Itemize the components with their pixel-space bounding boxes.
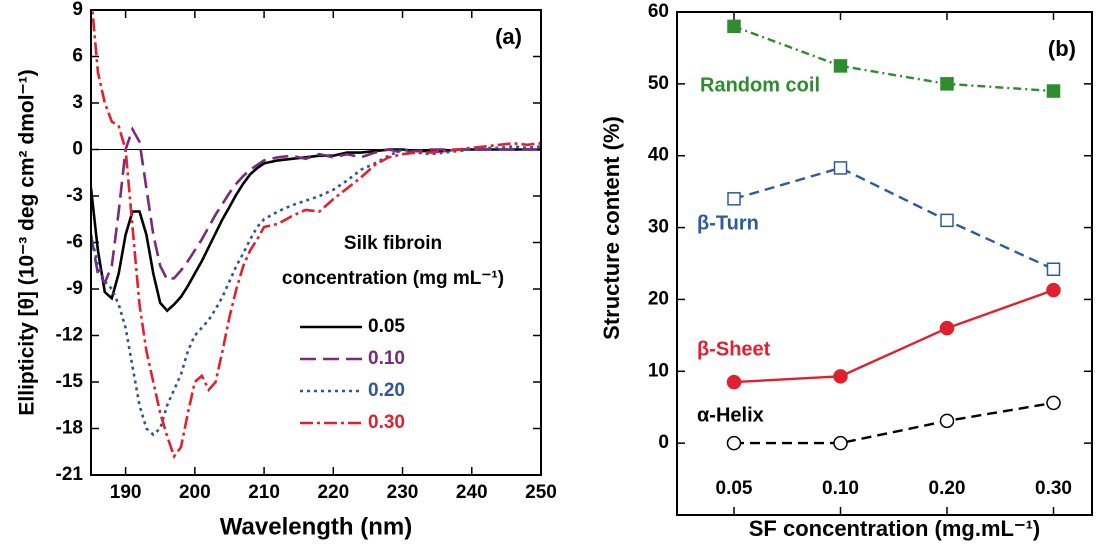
marker	[1046, 262, 1061, 276]
legend-label: 0.30	[368, 412, 405, 433]
series-label: α-Helix	[697, 404, 764, 426]
x-tick-label: 0.05	[716, 478, 753, 499]
x-axis-label: SF concentration (mg.mL⁻¹)	[749, 516, 1041, 541]
marker	[1046, 282, 1061, 298]
series-line	[733, 25, 1054, 93]
series-line	[734, 401, 1054, 445]
marker	[940, 77, 954, 91]
marker	[833, 161, 848, 175]
plot-frame	[676, 11, 1093, 516]
marker	[727, 192, 741, 206]
series-line	[733, 288, 1054, 384]
series-label: Random coil	[700, 74, 820, 96]
legend-title: concentration (mg mL⁻¹)	[282, 268, 504, 289]
y-tick-label: 10	[648, 360, 669, 381]
x-tick-label: 200	[179, 482, 211, 503]
x-tick-label: 230	[387, 482, 419, 503]
annotation: (a)	[495, 24, 522, 49]
legend-title: Silk fibroin	[344, 233, 442, 254]
marker	[727, 19, 741, 34]
marker	[1046, 84, 1061, 98]
series-label: β-Sheet	[697, 338, 771, 360]
x-tick-label: 0.30	[1035, 478, 1072, 499]
y-tick-label: 3	[72, 92, 83, 113]
y-tick-label: -3	[66, 185, 83, 206]
x-tick-label: 0.20	[929, 478, 966, 499]
y-tick-label: -9	[66, 278, 83, 299]
marker	[833, 369, 848, 384]
marker	[940, 213, 954, 228]
marker	[726, 435, 742, 451]
y-tick-label: 60	[648, 1, 669, 22]
series-line	[91, 10, 541, 460]
marker	[833, 435, 848, 451]
x-tick-label: 250	[525, 482, 557, 503]
y-tick-label: -15	[56, 371, 84, 392]
series-line	[91, 126, 541, 286]
y-tick-label: 0	[658, 432, 669, 453]
series-label: β-Turn	[697, 212, 759, 234]
y-tick-label: 9	[72, 0, 83, 20]
y-axis-label: Ellipticity [θ] (10⁻³ deg cm² dmol⁻¹)	[16, 69, 39, 415]
x-tick-label: 210	[248, 482, 280, 503]
y-tick-label: 50	[648, 73, 669, 94]
marker	[939, 413, 955, 429]
legend-label: 0.05	[368, 316, 405, 337]
marker	[833, 59, 848, 73]
marker	[939, 320, 955, 336]
y-tick-label: -18	[56, 418, 83, 439]
legend-label: 0.10	[368, 348, 405, 369]
x-tick-label: 190	[110, 482, 142, 503]
x-tick-label: 240	[456, 482, 488, 503]
y-tick-label: 0	[72, 139, 83, 160]
y-tick-label: 6	[72, 46, 83, 67]
series-line	[91, 145, 541, 437]
y-tick-label: -21	[56, 464, 84, 485]
x-axis-label: Wavelength (nm)	[220, 513, 412, 540]
y-tick-label: -6	[66, 232, 83, 253]
annotation: (b)	[1048, 36, 1076, 61]
series-line	[733, 166, 1054, 271]
y-tick-label: 20	[648, 288, 669, 309]
y-tick-label: -12	[56, 325, 83, 346]
x-tick-label: 220	[317, 482, 349, 503]
legend-label: 0.20	[368, 380, 405, 401]
plot-frame	[90, 9, 542, 476]
y-axis-label: Structure content (%)	[599, 116, 624, 340]
x-tick-label: 0.10	[822, 478, 859, 499]
marker	[726, 374, 742, 390]
y-tick-label: 40	[648, 145, 669, 166]
y-tick-label: 30	[648, 217, 669, 238]
marker	[1046, 395, 1061, 411]
